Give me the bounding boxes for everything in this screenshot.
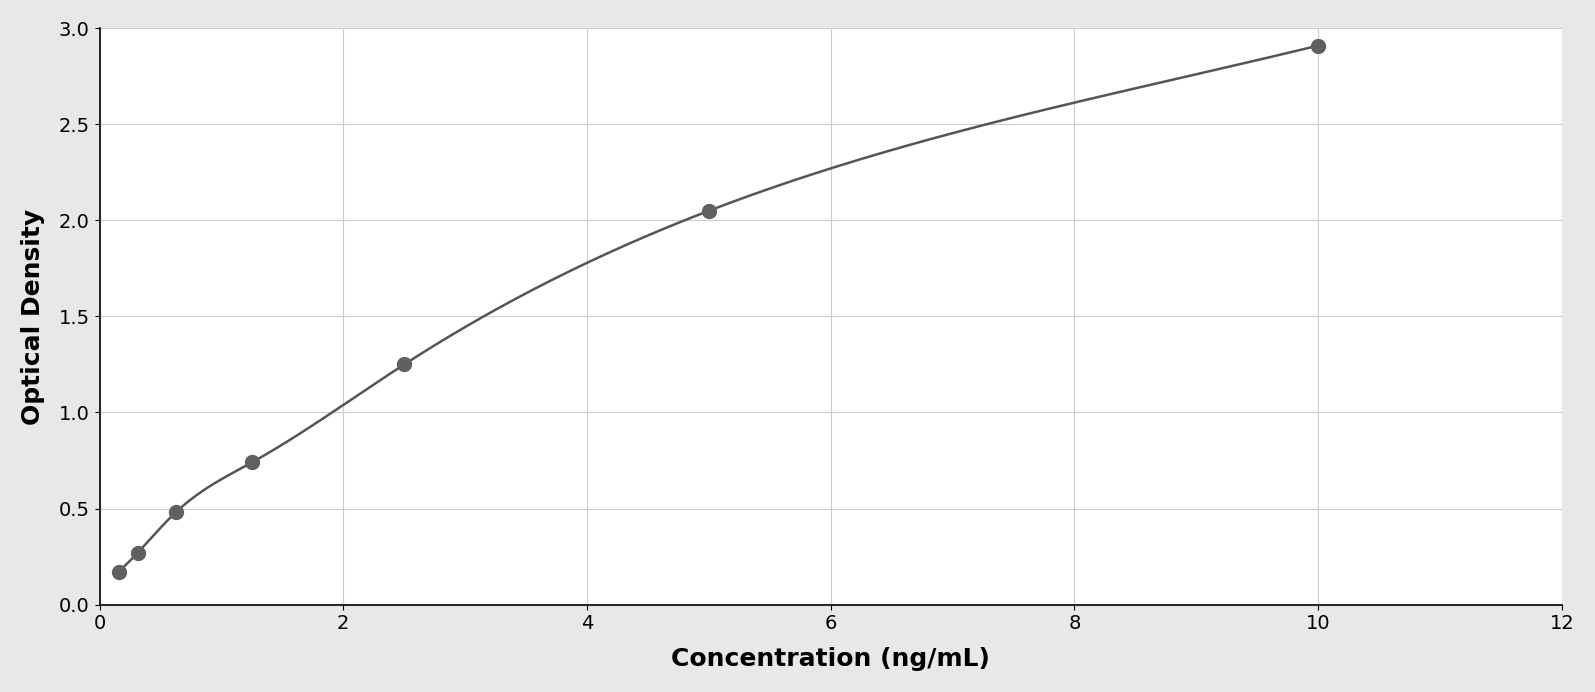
X-axis label: Concentration (ng/mL): Concentration (ng/mL)	[671, 647, 990, 671]
Point	[1305, 40, 1330, 51]
Point	[163, 507, 188, 518]
Point	[239, 457, 265, 468]
Point	[695, 206, 721, 217]
Point	[105, 566, 131, 577]
Y-axis label: Optical Density: Optical Density	[21, 208, 45, 424]
Point	[124, 547, 150, 558]
Point	[391, 359, 416, 370]
